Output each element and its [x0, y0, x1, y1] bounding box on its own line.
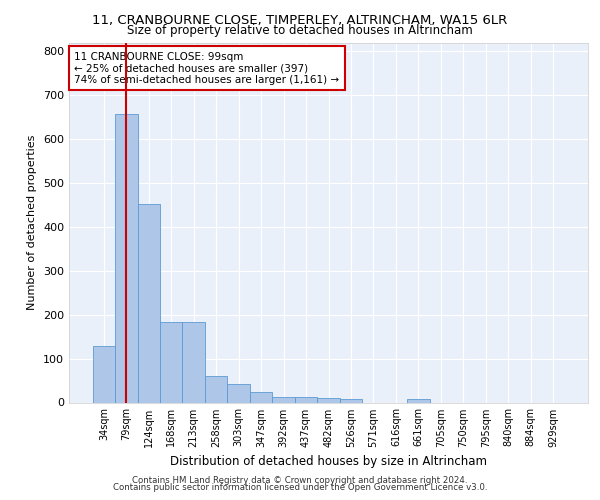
Text: Contains public sector information licensed under the Open Government Licence v3: Contains public sector information licen…	[113, 484, 487, 492]
Bar	[295, 397, 317, 402]
Bar	[407, 398, 430, 402]
Text: Size of property relative to detached houses in Altrincham: Size of property relative to detached ho…	[127, 24, 473, 37]
Bar	[317, 398, 340, 402]
Bar	[92, 346, 115, 403]
Bar	[182, 322, 205, 402]
Bar	[115, 114, 137, 403]
Bar	[340, 399, 362, 402]
Y-axis label: Number of detached properties: Number of detached properties	[28, 135, 37, 310]
Text: 11 CRANBOURNE CLOSE: 99sqm
← 25% of detached houses are smaller (397)
74% of sem: 11 CRANBOURNE CLOSE: 99sqm ← 25% of deta…	[74, 52, 340, 84]
Bar	[227, 384, 250, 402]
Bar	[250, 392, 272, 402]
Bar	[205, 376, 227, 402]
Bar	[160, 322, 182, 402]
Text: Contains HM Land Registry data © Crown copyright and database right 2024.: Contains HM Land Registry data © Crown c…	[132, 476, 468, 485]
X-axis label: Distribution of detached houses by size in Altrincham: Distribution of detached houses by size …	[170, 455, 487, 468]
Text: 11, CRANBOURNE CLOSE, TIMPERLEY, ALTRINCHAM, WA15 6LR: 11, CRANBOURNE CLOSE, TIMPERLEY, ALTRINC…	[92, 14, 508, 27]
Bar	[137, 204, 160, 402]
Bar	[272, 397, 295, 402]
